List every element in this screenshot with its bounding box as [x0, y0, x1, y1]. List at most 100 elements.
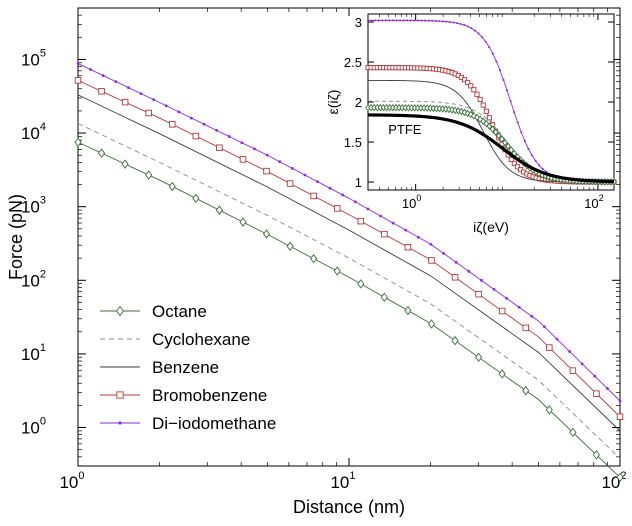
- series-line: [77, 141, 621, 478]
- inset-series-marker: [511, 160, 517, 166]
- series-marker: [442, 251, 445, 255]
- series-marker: [303, 173, 307, 177]
- inset-series-marker: [483, 119, 490, 128]
- inset-series-marker: [498, 69, 501, 72]
- inset-series-marker: [534, 159, 537, 162]
- series-marker: [522, 324, 529, 332]
- series-marker: [74, 77, 82, 84]
- series-marker: [454, 260, 458, 264]
- series-marker: [328, 186, 332, 190]
- inset-series-marker: [499, 135, 505, 143]
- legend-label: Bromobenzene: [152, 386, 267, 405]
- inset-series-marker: [538, 164, 541, 167]
- series-marker: [76, 62, 80, 65]
- inset-series-marker: [489, 125, 496, 133]
- series-marker: [505, 296, 508, 300]
- inset-series-line: [367, 113, 615, 184]
- inset-series-marker: [399, 19, 402, 22]
- inset-series-marker: [381, 19, 384, 22]
- inset-series-marker: [402, 19, 405, 22]
- inset-series-marker: [481, 36, 484, 39]
- legend-label: Benzene: [152, 358, 219, 377]
- inset-series-marker: [416, 19, 419, 22]
- series-marker: [265, 153, 269, 157]
- series-marker: [286, 241, 294, 252]
- series-marker: [177, 110, 181, 114]
- inset-series-marker: [486, 115, 492, 121]
- x-axis-title: Distance (nm): [293, 497, 405, 517]
- series-marker: [580, 362, 584, 366]
- inset-series-marker: [502, 78, 505, 82]
- series-marker: [164, 104, 168, 108]
- y-tick-label: 104: [21, 121, 46, 143]
- series-marker: [239, 156, 247, 163]
- inset-series-marker: [495, 131, 502, 140]
- inset-series-marker: [420, 19, 423, 22]
- series-marker: [341, 193, 345, 197]
- inset-frame: [367, 13, 615, 191]
- series-marker: [530, 314, 534, 318]
- series-marker: [427, 319, 436, 329]
- inset-series-marker: [413, 19, 416, 22]
- inset-series-marker: [434, 19, 437, 23]
- series-marker: [475, 290, 482, 298]
- series-marker: [278, 160, 282, 164]
- series-marker: [498, 307, 506, 315]
- inset-x-tick-label: 102: [584, 193, 603, 211]
- inset-series-marker: [505, 89, 509, 92]
- inset-series-marker: [502, 138, 508, 147]
- series-marker: [546, 344, 553, 351]
- series-marker: [253, 147, 256, 151]
- series-marker: [391, 221, 395, 225]
- legend-label: Cyclohexane: [152, 330, 250, 349]
- inset-series-marker: [448, 20, 452, 24]
- inset-series-marker: [464, 109, 471, 118]
- series-marker: [517, 305, 521, 309]
- inset-series-marker: [384, 19, 387, 22]
- series-marker: [379, 214, 382, 218]
- inset-series-marker: [463, 24, 466, 27]
- inset-series-marker: [406, 19, 409, 22]
- legend-entry: Bromobenzene: [100, 386, 267, 405]
- inset-series-marker: [465, 79, 471, 86]
- series-octane: [74, 137, 624, 483]
- inset-series-marker: [480, 102, 486, 108]
- inset-series-marker: [452, 21, 455, 24]
- series-marker: [404, 305, 412, 316]
- legend-entry: Cyclohexane: [100, 330, 250, 349]
- x-tick-label: 101: [330, 470, 355, 492]
- series-marker: [98, 148, 106, 158]
- series-marker: [310, 253, 318, 264]
- main-plot: 100 101 102 100 101 102 103 104 105 Distance (nm)…: [6, 7, 627, 517]
- inset-series-marker: [377, 19, 380, 22]
- series-marker: [498, 369, 506, 379]
- series-marker: [290, 166, 294, 170]
- inset-y-tick-label: 2: [355, 95, 362, 110]
- legend-entry: Octane: [100, 302, 207, 321]
- inset-series-marker: [509, 100, 512, 103]
- inset-series-marker: [366, 19, 370, 22]
- inset-y-axis-title: ε(iζ): [325, 90, 341, 115]
- series-marker: [263, 167, 270, 175]
- y-tick-label: 100: [21, 416, 46, 438]
- series-marker: [190, 116, 193, 120]
- inset-series-marker: [456, 22, 459, 25]
- inset-series-marker: [491, 52, 494, 55]
- legend-marker: [116, 391, 124, 399]
- inset-y-tick-label: 2.5: [344, 55, 362, 70]
- series-marker: [353, 200, 357, 204]
- inset-y-tick-label: 1: [355, 175, 362, 190]
- inset-series-marker: [470, 27, 473, 30]
- series-line: [77, 94, 621, 432]
- series-line: [77, 63, 621, 402]
- series-marker: [593, 390, 600, 397]
- series-marker: [605, 387, 609, 390]
- series-marker: [428, 257, 435, 264]
- series-marker: [89, 68, 93, 71]
- series-marker: [333, 205, 341, 212]
- inset-x-tick-label: 100: [402, 193, 421, 211]
- inset-series-marker: [370, 19, 373, 22]
- series-marker: [542, 325, 546, 329]
- inset-series-marker: [431, 19, 434, 22]
